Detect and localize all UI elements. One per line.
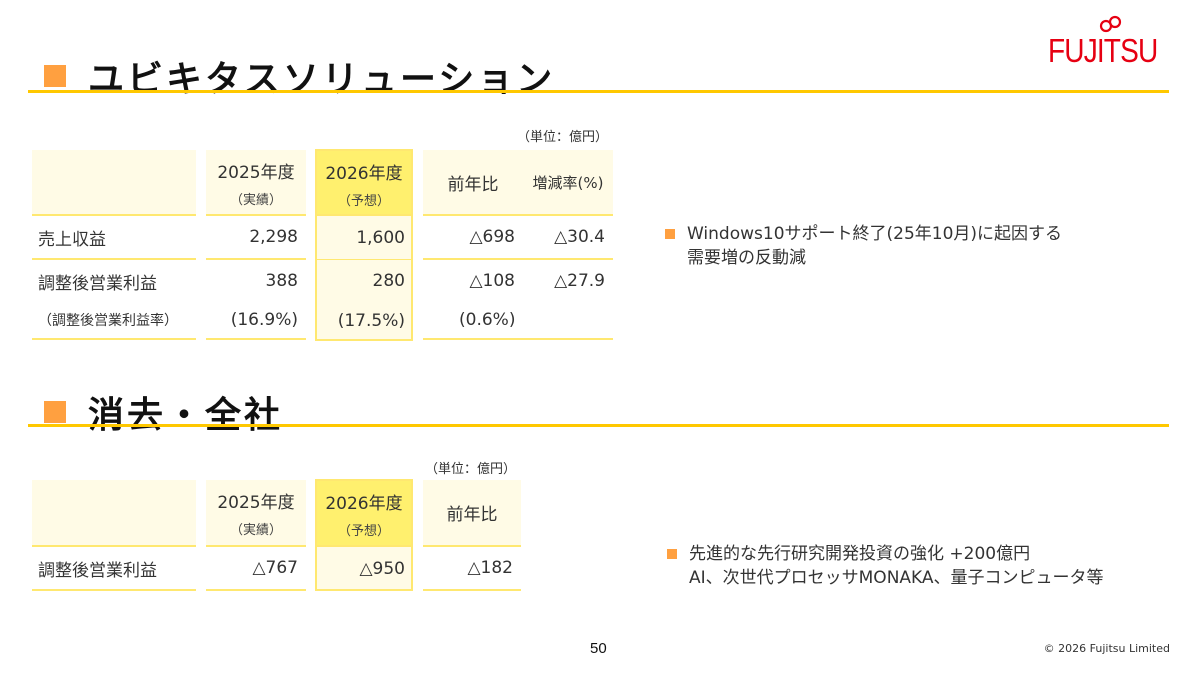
note-line: Windows10サポート終了(25年10月)に起因する	[687, 224, 1063, 244]
table-header-fy2026: 2026年度 （予想）	[315, 479, 413, 547]
page-number: 50	[590, 640, 607, 657]
bullet-square-icon	[667, 549, 677, 559]
section-bullet-icon	[44, 65, 66, 87]
infinity-logo-icon	[1099, 15, 1122, 33]
section-rule	[28, 90, 1169, 93]
cell-fy2026: (17.5%)	[337, 311, 405, 331]
cell-fy2026: △950	[359, 559, 405, 579]
logo-wordmark: FUJITSU	[1048, 32, 1158, 69]
note-line: 需要増の反動減	[687, 248, 806, 268]
table-header-yoy: 前年比 増減率(%)	[423, 150, 613, 216]
note-bullet: Windows10サポート終了(25年10月)に起因する 需要増の反動減	[665, 222, 1062, 270]
cell-rate: △27.9	[554, 271, 605, 291]
cell-fy2025: (16.9%)	[206, 302, 306, 340]
cell-fy2026: 280	[372, 271, 405, 291]
cell-yoy: △108	[469, 271, 515, 291]
note-line: AI、次世代プロセッサMONAKA、量子コンピュータ等	[689, 568, 1104, 588]
row-label: 調整後営業利益	[32, 547, 196, 591]
section-title-eliminations: 消去・全社	[44, 386, 283, 438]
header-year: 2025年度	[217, 493, 295, 513]
section-rule	[28, 424, 1169, 427]
header-sub: （実績）	[229, 193, 282, 208]
header-yoy-text: 前年比	[446, 505, 498, 525]
table-header-blank	[32, 150, 196, 216]
cell-yoy: △698	[423, 216, 523, 260]
header-sub: （実績）	[229, 523, 282, 538]
unit-label: （単位：億円）	[517, 130, 609, 145]
note-line: 先進的な先行研究開発投資の強化 +200億円	[689, 544, 1031, 564]
note-bullet: 先進的な先行研究開発投資の強化 +200億円 AI、次世代プロセッサMONAKA…	[667, 542, 1104, 590]
cell-fy2025: 2,298	[206, 216, 306, 260]
unit-label: （単位：億円）	[425, 462, 517, 477]
header-rate-text: 増減率(%)	[532, 173, 604, 192]
copyright: © 2026 Fujitsu Limited	[1043, 642, 1170, 655]
table-header-fy2025: 2025年度 （実績）	[206, 480, 306, 547]
section-title-text: ユビキタスソリューション	[88, 59, 556, 100]
cell-yoy: △182	[423, 547, 521, 591]
fujitsu-logo: FUJITSU	[1048, 14, 1168, 70]
table-header-fy2025: 2025年度 （実績）	[206, 150, 306, 216]
section-title-text: 消去・全社	[88, 395, 284, 436]
header-year: 2026年度	[325, 164, 403, 184]
header-sub: （予想）	[337, 524, 390, 539]
bullet-square-icon	[665, 229, 675, 239]
cell-rate: △30.4	[523, 216, 613, 260]
row-label: 調整後営業利益	[38, 273, 157, 294]
table-header-blank	[32, 480, 196, 547]
cell-fy2025: △767	[206, 547, 306, 591]
cell-fy2026: 1,600	[315, 216, 413, 260]
section-title-ubiquitous: ユビキタスソリューション	[44, 50, 555, 102]
table-header-yoy: 前年比	[423, 480, 521, 547]
row-label: 売上収益	[32, 216, 196, 260]
header-year: 2025年度	[217, 163, 295, 183]
header-year: 2026年度	[325, 494, 403, 514]
row-label: （調整後営業利益率）	[32, 302, 196, 340]
cell-fy2025: 388	[265, 271, 298, 291]
cell-yoy: (0.6%)	[423, 302, 613, 340]
header-sub: （予想）	[337, 194, 390, 209]
header-yoy-text: 前年比	[447, 174, 499, 195]
section-bullet-icon	[44, 401, 66, 423]
table-header-fy2026: 2026年度 （予想）	[315, 149, 413, 216]
